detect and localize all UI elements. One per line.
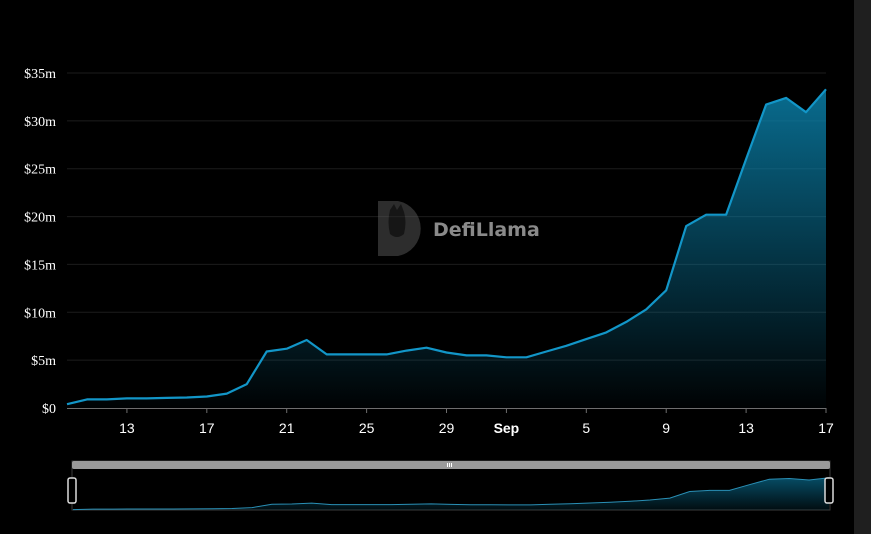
- llama-logo-icon: [378, 201, 421, 256]
- preview-line: [72, 477, 830, 511]
- zoom-handle-left[interactable]: [67, 477, 77, 504]
- x-tick-label: 21: [279, 420, 295, 436]
- zoom-slider-preview: [72, 477, 830, 511]
- y-tick-label: $30m: [24, 115, 56, 130]
- y-tick-label: $15m: [24, 258, 56, 273]
- page-scrollbar[interactable]: [854, 0, 871, 534]
- y-tick-label: $35m: [24, 67, 56, 82]
- y-axis: $0 $5m $10m $15m $20m $25m $30m $35m: [24, 67, 56, 417]
- watermark: DefiLlama: [378, 201, 540, 256]
- x-tick-label: 29: [439, 420, 455, 436]
- series-line: [66, 88, 827, 406]
- grip-icon[interactable]: [447, 463, 452, 467]
- grid-lines: [67, 72, 826, 361]
- y-tick-label: $10m: [24, 306, 56, 321]
- x-tick-label: 17: [818, 420, 834, 436]
- x-tick-label: 13: [119, 420, 135, 436]
- x-tick-label: Sep: [494, 420, 520, 436]
- watermark-text: DefiLlama: [433, 219, 540, 241]
- x-tick-label: 13: [738, 420, 754, 436]
- y-tick-label: $25m: [24, 163, 56, 178]
- x-tick-label: 25: [359, 420, 375, 436]
- x-tick-label: 17: [199, 420, 215, 436]
- x-tick-label: 9: [662, 420, 670, 436]
- y-tick-label: $0: [42, 402, 56, 417]
- zoom-handle-right[interactable]: [824, 477, 834, 504]
- series-area: [67, 89, 826, 409]
- y-tick-label: $5m: [31, 354, 56, 369]
- x-tick-label: 5: [582, 420, 590, 436]
- zoom-slider[interactable]: [67, 460, 834, 511]
- y-tick-label: $20m: [24, 211, 56, 226]
- preview-area: [73, 477, 829, 510]
